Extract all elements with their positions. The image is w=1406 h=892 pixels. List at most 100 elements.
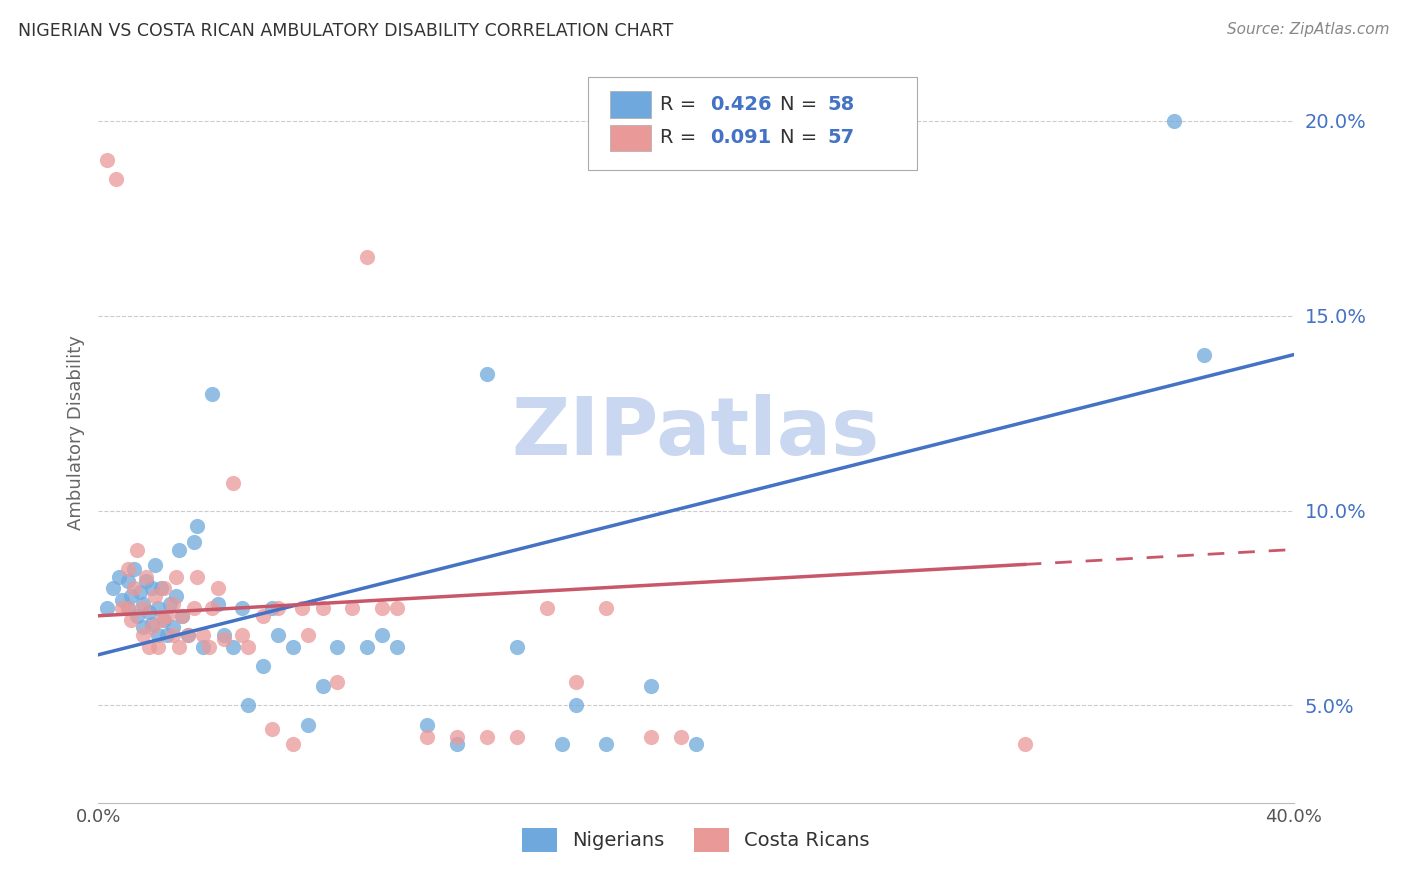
Point [120,589,142,603]
Point [536,601,558,615]
Point [129,585,152,599]
Point [148,628,170,642]
Point [669,730,692,744]
Point [111,593,134,607]
Point [326,675,349,690]
Point [201,601,224,615]
Point [281,640,304,654]
Point [167,640,190,654]
Point [297,718,319,732]
Point [267,601,290,615]
Point [96,153,118,167]
Point [150,582,173,596]
Point [135,574,157,588]
Point [153,582,176,596]
Point [297,628,319,642]
Point [311,679,333,693]
Point [356,250,378,264]
Point [138,605,160,619]
Point [260,722,283,736]
Point [640,730,662,744]
Point [143,589,166,603]
Point [167,542,190,557]
Point [138,640,160,654]
Point [159,597,181,611]
Point [191,640,214,654]
Point [186,519,208,533]
Point [124,562,146,576]
Text: 58: 58 [827,95,855,114]
Point [231,601,253,615]
Point [162,628,184,642]
Point [162,597,184,611]
Point [260,601,283,615]
Point [198,640,221,654]
Point [132,620,155,634]
Point [127,608,149,623]
Point [117,562,139,576]
Point [446,730,468,744]
Point [120,613,142,627]
Point [177,628,200,642]
Point [96,601,118,615]
Point [124,582,146,596]
Point [416,730,439,744]
Point [371,601,394,615]
Point [506,640,529,654]
Point [165,589,187,603]
Point [222,640,245,654]
Point [252,659,274,673]
Point [132,628,155,642]
Point [385,601,409,615]
Point [201,386,224,401]
Point [231,628,253,642]
Point [156,608,179,623]
Point [183,601,205,615]
Text: NIGERIAN VS COSTA RICAN AMBULATORY DISABILITY CORRELATION CHART: NIGERIAN VS COSTA RICAN AMBULATORY DISAB… [18,22,673,40]
Point [117,601,139,615]
Point [183,534,205,549]
Text: 0.426: 0.426 [710,95,772,114]
Point [252,608,274,623]
Point [141,582,163,596]
Point [162,620,184,634]
Point [212,628,235,642]
Point [1014,737,1036,751]
Point [148,640,170,654]
Point [506,730,529,744]
Point [172,608,194,623]
Point [186,570,208,584]
Point [135,570,157,584]
Point [1163,114,1185,128]
Point [222,476,245,491]
Point [446,737,468,751]
Point [132,597,155,611]
Point [165,570,187,584]
Point [685,737,707,751]
Point [132,601,155,615]
Text: R =: R = [661,95,703,114]
Point [267,628,290,642]
Point [191,628,214,642]
Point [385,640,409,654]
Point [416,718,439,732]
Point [326,640,349,654]
Point [281,737,304,751]
FancyBboxPatch shape [589,78,917,169]
Point [117,574,139,588]
Point [640,679,662,693]
Point [207,582,229,596]
Text: R =: R = [661,128,703,147]
Text: 57: 57 [827,128,855,147]
Point [141,620,163,634]
Point [475,730,498,744]
Legend: Nigerians, Costa Ricans: Nigerians, Costa Ricans [515,821,877,860]
Text: Source: ZipAtlas.com: Source: ZipAtlas.com [1226,22,1389,37]
Point [108,570,131,584]
Point [148,601,170,615]
Point [127,542,149,557]
Point [595,601,617,615]
Point [111,601,134,615]
Point [291,601,314,615]
Text: 0.091: 0.091 [710,128,772,147]
